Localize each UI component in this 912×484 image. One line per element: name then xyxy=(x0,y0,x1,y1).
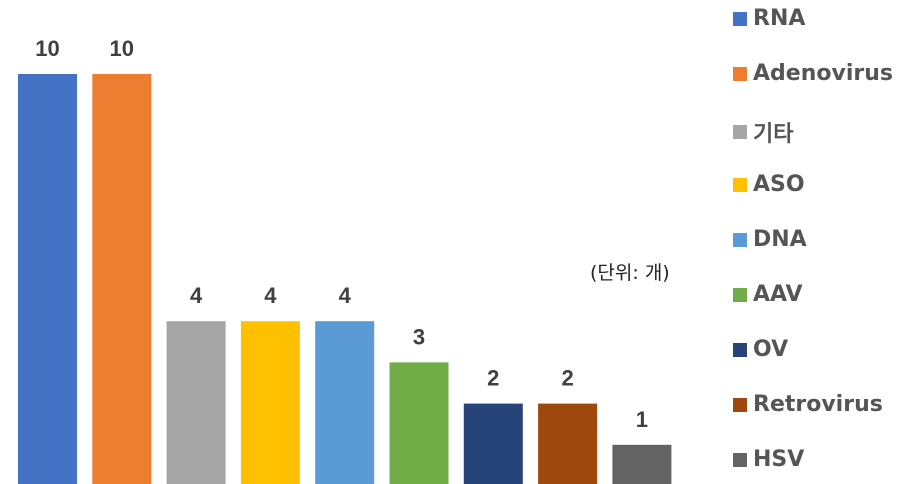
legend-item-2: 기타 xyxy=(733,116,793,148)
legend-item-4: DNA xyxy=(733,227,807,252)
bar-6 xyxy=(463,403,523,484)
bar-2 xyxy=(166,321,226,484)
legend-item-3: ASO xyxy=(733,172,805,197)
data-label-3: 4 xyxy=(264,283,277,308)
bar-5 xyxy=(389,362,449,484)
bar-0 xyxy=(18,74,77,484)
legend-label-0: RNA xyxy=(753,6,806,31)
legend-swatch-7 xyxy=(733,397,747,412)
legend-label-6: OV xyxy=(753,337,789,362)
legend-item-7: Retrovirus xyxy=(733,392,883,417)
data-labels-group: 10 10 4 4 4 3 2 2 1 xyxy=(35,36,648,432)
legend-label-1: Adenovirus xyxy=(753,61,893,86)
data-label-5: 3 xyxy=(413,324,425,349)
legend-label-7: Retrovirus xyxy=(753,392,883,417)
unit-note: (단위: 개) xyxy=(590,262,670,284)
bar-8 xyxy=(612,444,672,484)
legend-swatch-4 xyxy=(733,232,747,247)
bars-group xyxy=(18,74,672,484)
legend-label-2: 기타 xyxy=(753,122,794,147)
data-label-1: 10 xyxy=(110,36,134,61)
bar-7 xyxy=(538,403,598,484)
legend-label-5: AAV xyxy=(753,282,803,307)
legend-item-0: RNA xyxy=(733,6,805,31)
legend-swatch-2 xyxy=(733,125,747,139)
legend-swatch-3 xyxy=(733,177,747,192)
data-label-2: 4 xyxy=(190,283,203,308)
legend-item-6: OV xyxy=(733,337,788,362)
legend-item-8: HSV xyxy=(733,447,804,472)
legend-item-5: AAV xyxy=(733,282,803,307)
bar-1 xyxy=(92,74,152,484)
data-label-0: 10 xyxy=(35,36,59,61)
data-label-8: 1 xyxy=(636,407,648,432)
data-label-4: 4 xyxy=(339,283,352,308)
legend-swatch-1 xyxy=(733,66,747,81)
legend-label-8: HSV xyxy=(753,447,805,472)
legend-swatch-6 xyxy=(733,342,747,357)
data-label-6: 2 xyxy=(487,366,499,391)
legend-swatch-5 xyxy=(733,287,747,302)
legend-label-3: ASO xyxy=(753,172,805,197)
bar-4 xyxy=(315,321,375,484)
legend-label-4: DNA xyxy=(753,227,807,252)
data-label-7: 2 xyxy=(561,366,573,391)
legend-item-1: Adenovirus xyxy=(733,61,893,86)
legend-swatch-8 xyxy=(733,452,747,467)
legend-swatch-0 xyxy=(733,11,747,26)
bar-3 xyxy=(240,321,300,484)
